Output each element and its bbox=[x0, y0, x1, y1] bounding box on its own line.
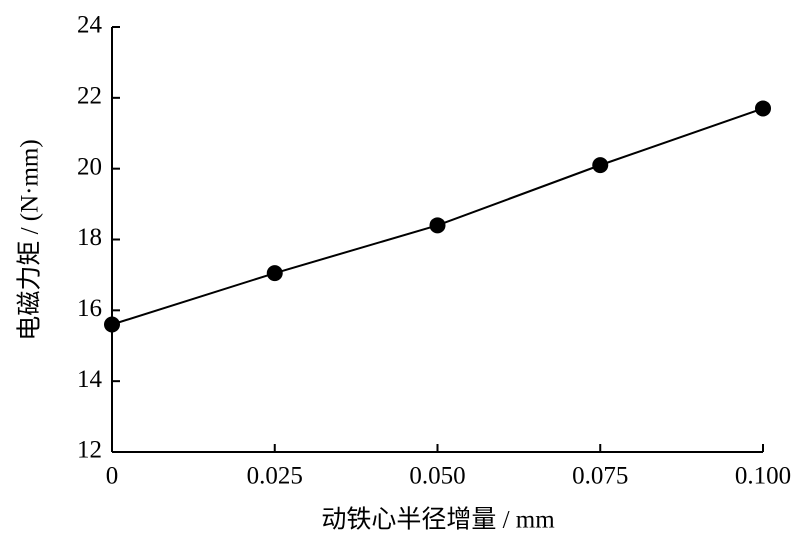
data-point bbox=[592, 157, 609, 174]
y-tick-label: 24 bbox=[77, 12, 103, 39]
y-tick-label: 18 bbox=[77, 224, 102, 251]
y-tick-label: 14 bbox=[77, 366, 103, 393]
y-tick-label: 12 bbox=[77, 437, 102, 464]
data-point bbox=[104, 316, 120, 333]
data-line bbox=[111, 107, 764, 326]
x-tick-label: 0.025 bbox=[247, 463, 303, 490]
x-tick-label: 0 bbox=[106, 463, 119, 490]
y-tick-label: 20 bbox=[77, 153, 102, 180]
y-tick-label: 16 bbox=[77, 295, 102, 322]
y-tick-label: 22 bbox=[77, 83, 102, 110]
data-point bbox=[429, 217, 446, 234]
data-point bbox=[266, 265, 283, 282]
x-axis-label: 动铁心半径增量 / mm bbox=[321, 506, 555, 534]
x-tick-label: 0.075 bbox=[572, 463, 628, 490]
x-tick-label: 0.050 bbox=[409, 463, 465, 490]
data-point bbox=[755, 100, 771, 117]
y-axis-label: 电磁力矩 / (N·mm) bbox=[16, 139, 44, 340]
x-tick-label: 0.100 bbox=[735, 463, 791, 490]
